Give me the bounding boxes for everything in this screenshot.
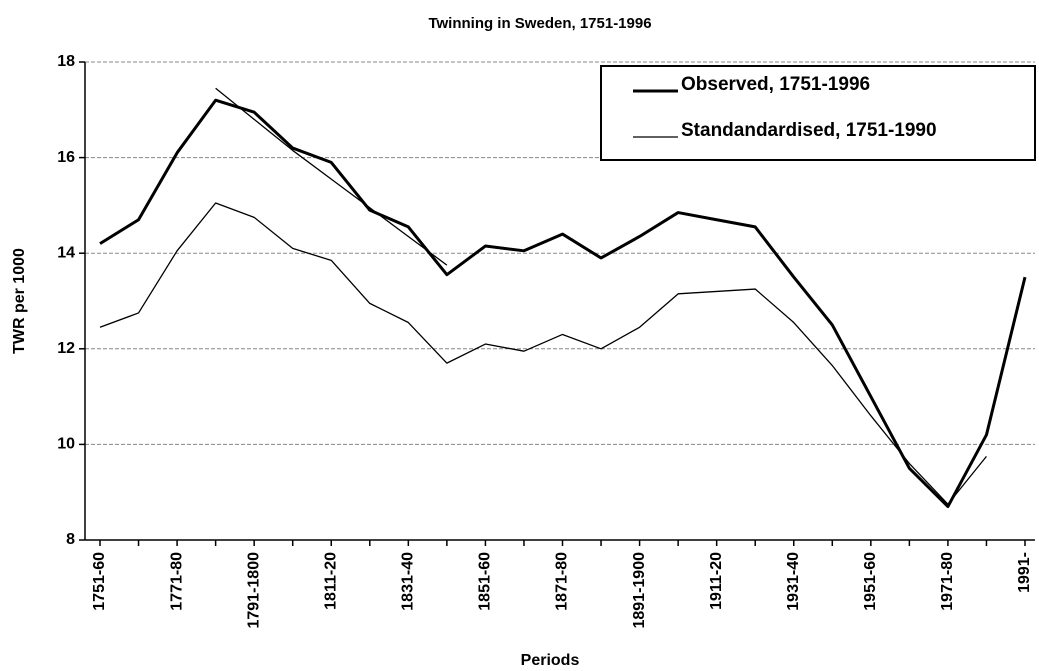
x-tick-label: 1951-60	[862, 552, 879, 611]
legend-label: Standandardised, 1751-1990	[681, 120, 937, 141]
x-tick-label: 1811-20	[322, 552, 339, 610]
y-tick-label: 16	[57, 149, 75, 166]
chart-title: Twinning in Sweden, 1751-1996	[428, 15, 651, 32]
x-tick-label: 1791-1800	[245, 552, 262, 629]
x-tick-label: 1891-1900	[631, 552, 648, 629]
x-tick-label: 1851-60	[477, 552, 494, 611]
legend-box	[600, 65, 1036, 161]
legend: Observed, 1751-1996 Standandardised, 1751…	[600, 65, 1036, 161]
legend-label: Observed, 1751-1996	[681, 74, 870, 95]
series-line	[215, 87, 448, 266]
y-tick-label: 8	[66, 531, 75, 548]
x-tick-label: 1971-80	[939, 552, 956, 611]
x-tick-label: 1991-	[1016, 552, 1033, 593]
x-tick-label: 1931-40	[785, 552, 802, 611]
x-tick-label: 1871-80	[554, 552, 571, 611]
series-line	[99, 202, 987, 505]
x-axis-label: Periods	[521, 652, 580, 669]
x-tick-label: 1911-20	[708, 552, 725, 610]
x-tick-label: 1751-60	[91, 552, 108, 611]
series-line	[99, 98, 1027, 509]
y-tick-label: 18	[57, 53, 75, 70]
y-axis-label: TWR per 1000	[11, 248, 28, 354]
y-tick-label: 10	[57, 436, 75, 453]
y-tick-label: 12	[57, 340, 75, 357]
y-tick-label: 14	[57, 244, 75, 261]
x-tick-label: 1771-80	[168, 552, 185, 611]
x-tick-label: 1831-40	[400, 552, 417, 611]
